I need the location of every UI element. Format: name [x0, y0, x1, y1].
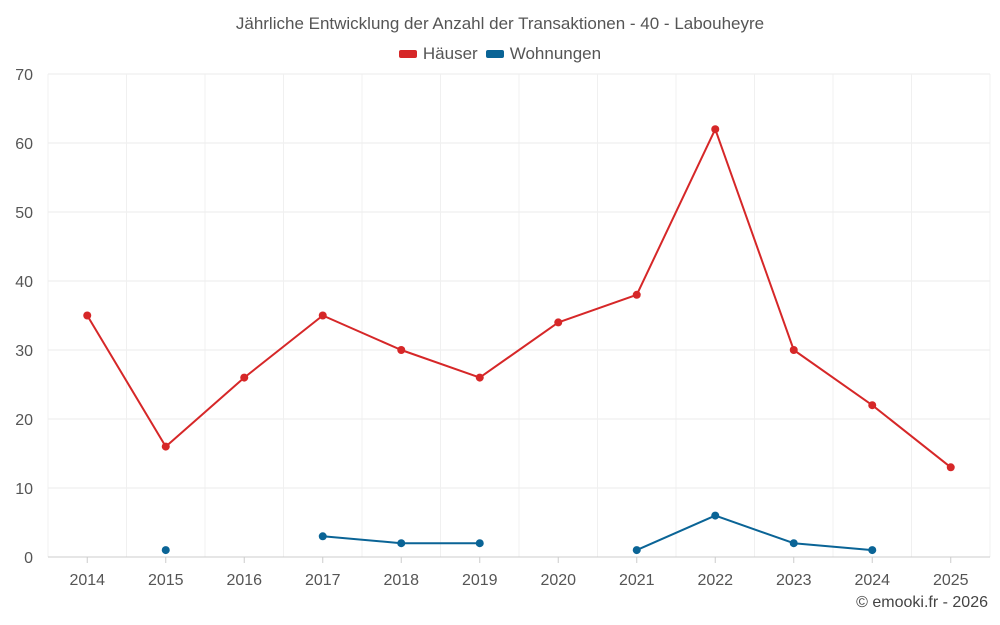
data-point-wohnungen[interactable]: [318, 532, 327, 541]
x-tick-label: 2017: [305, 572, 341, 589]
data-point-haeuser[interactable]: [161, 442, 170, 451]
y-tick-label: 30: [15, 343, 33, 360]
y-tick-label: 50: [15, 205, 33, 222]
legend-label-haeuser: Häuser: [422, 44, 478, 63]
x-tick-label: 2022: [697, 572, 733, 589]
data-point-wohnungen[interactable]: [161, 546, 170, 555]
data-point-wohnungen[interactable]: [397, 539, 406, 548]
data-point-wohnungen[interactable]: [632, 546, 641, 555]
data-point-haeuser[interactable]: [475, 373, 484, 382]
data-point-haeuser[interactable]: [240, 373, 249, 382]
y-tick-label: 40: [15, 274, 33, 291]
data-point-haeuser[interactable]: [83, 311, 92, 320]
data-point-haeuser[interactable]: [554, 318, 563, 327]
data-point-haeuser[interactable]: [318, 311, 327, 320]
data-point-haeuser[interactable]: [946, 463, 955, 472]
legend-label-wohnungen: Wohnungen: [509, 44, 602, 63]
series-line-haeuser: [86, 128, 952, 469]
x-tick-label: 2021: [619, 572, 655, 589]
legend-item-wohnungen[interactable]: Wohnungen: [485, 44, 602, 64]
x-tick-label: 2024: [854, 572, 890, 589]
x-tick-label: 2018: [383, 572, 419, 589]
x-tick-label: 2023: [776, 572, 812, 589]
data-point-wohnungen[interactable]: [789, 539, 798, 548]
credit-text: © emooki.fr - 2026: [856, 594, 988, 611]
x-tick-label: 2019: [462, 572, 498, 589]
data-point-wohnungen[interactable]: [868, 546, 877, 555]
x-tick-label: 2014: [69, 572, 105, 589]
data-point-haeuser[interactable]: [397, 346, 406, 354]
x-tick-label: 2016: [226, 572, 262, 589]
data-point-haeuser[interactable]: [868, 401, 877, 410]
y-tick-label: 60: [15, 136, 33, 153]
data-point-haeuser[interactable]: [632, 290, 641, 299]
x-tick-label: 2015: [148, 572, 184, 589]
x-tick-label: 2020: [540, 572, 576, 589]
legend-swatch-haeuser: [398, 50, 417, 58]
legend: Häuser Wohnungen: [0, 44, 1000, 64]
legend-swatch-wohnungen: [485, 50, 504, 58]
data-point-wohnungen[interactable]: [475, 539, 484, 548]
legend-item-haeuser[interactable]: Häuser: [398, 44, 478, 64]
chart-title: Jährliche Entwicklung der Anzahl der Tra…: [235, 14, 765, 33]
y-tick-label: 70: [15, 67, 33, 84]
data-point-haeuser[interactable]: [711, 125, 720, 134]
y-tick-label: 10: [15, 481, 33, 498]
y-tick-label: 0: [24, 550, 33, 567]
series-line-wohnungen: [636, 514, 873, 552]
y-tick-label: 20: [15, 412, 33, 429]
data-point-haeuser[interactable]: [789, 346, 798, 354]
data-point-wohnungen[interactable]: [711, 511, 720, 520]
x-tick-label: 2025: [933, 572, 969, 589]
